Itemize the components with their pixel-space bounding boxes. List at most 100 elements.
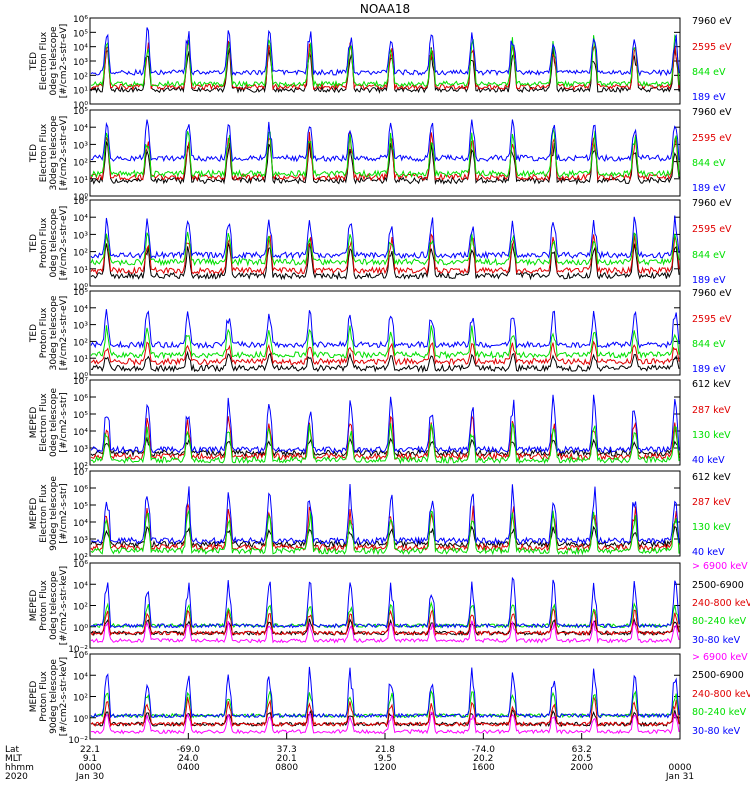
y-tick-label: 10⁴ [73, 581, 88, 591]
y-tick-label: 10³ [73, 58, 88, 68]
y-tick-label: 10⁷ [73, 468, 88, 478]
panel-4: 10⁰ 10¹ 10² 10³ 10⁴ 10⁵ TEDProton Flux30deg te… [29, 288, 732, 382]
y-axis-label: MEPEDProton Flux90deg telescope[#/cm2-s-… [29, 657, 69, 736]
legend-entry: 130 keV [692, 430, 731, 441]
series-line-red [90, 695, 680, 728]
legend-entry: 7960 eV [692, 288, 732, 299]
series-line-green [90, 325, 680, 360]
y-tick-label: 10⁷ [73, 377, 88, 387]
x-hhmm-value: 1200 [374, 763, 397, 773]
x-date-end: Jan 31 [665, 772, 694, 782]
y-axis-label: TEDElectron Flux0deg telescope[#/cm2-s-s… [29, 24, 69, 99]
y-axis-label: TEDProton Flux0deg telescope[#/cm2-s-str… [29, 206, 69, 281]
y-tick-label: 10⁰ [73, 283, 88, 293]
panel-5: 10² 10³ 10⁴ 10⁵ 10⁶ 10⁷ MEPEDElectron Flux0deg… [29, 377, 731, 472]
legend-entry: 7960 eV [692, 16, 732, 27]
x-hhmm-value: 1600 [472, 763, 495, 773]
legend-entry: 240-800 keV [692, 689, 750, 700]
y-tick-label: 10⁵ [73, 197, 88, 207]
y-tick-label: 10² [73, 603, 88, 613]
y-tick-label: 10² [73, 72, 88, 82]
legend-entry: > 6900 keV [692, 561, 748, 572]
series-line-red [90, 414, 680, 462]
panel-7: 10⁻² 10⁰ 10² 10⁴ 10⁶ MEPEDProton Flux0deg tel… [29, 560, 750, 655]
y-tick-label: 10⁶ [73, 15, 88, 25]
panels: 10⁰ 10¹ 10² 10³ 10⁴ 10⁵ 10⁶ TEDElectron Flux0de… [29, 15, 750, 746]
series-line-red [90, 503, 680, 552]
x-lat-value: 63.2 [572, 745, 592, 755]
y-tick-label: 10⁵ [73, 107, 88, 117]
y-tick-label: 10⁴ [73, 124, 88, 134]
y-tick-label: 10³ [73, 141, 88, 151]
series-line-red [90, 606, 680, 637]
x-row-label: 2020 [5, 772, 28, 782]
series-line-red [90, 233, 680, 276]
series-line-blue [91, 483, 680, 546]
panel-6: 10² 10³ 10⁴ 10⁵ 10⁶ 10⁷ MEPEDElectron Flux90de… [29, 468, 731, 563]
y-tick-label: 10³ [73, 322, 88, 332]
x-hhmm-value: 0000 [669, 763, 692, 773]
legend-entry: 2595 eV [692, 224, 732, 235]
panel-3: 10⁰ 10¹ 10² 10³ 10⁴ 10⁵ TEDProton Flux0deg tel… [29, 197, 732, 293]
y-tick-label: 10⁻² [68, 645, 88, 655]
legend-entry: 7960 eV [692, 107, 732, 118]
legend-entry: 189 eV [692, 92, 726, 103]
y-tick-label: 10² [73, 338, 88, 348]
y-tick-label: 10² [73, 553, 88, 563]
legend-entry: 844 eV [692, 158, 726, 169]
x-lat-value: 22.1 [80, 745, 100, 755]
panel-1: 10⁰ 10¹ 10² 10³ 10⁴ 10⁵ 10⁶ TEDElectron Flux0de… [29, 15, 732, 111]
y-tick-label: 10⁶ [73, 485, 88, 495]
legend-entry: 2595 eV [692, 42, 732, 53]
y-tick-label: 10⁴ [73, 305, 88, 315]
y-tick-label: 10⁶ [73, 560, 88, 570]
y-tick-label: 10⁵ [73, 502, 88, 512]
legend-entry: 844 eV [692, 67, 726, 78]
x-mlt-value: 24.0 [178, 754, 198, 764]
series-line-black [90, 242, 680, 281]
x-mlt-value: 9.1 [83, 754, 97, 764]
y-tick-label: 10² [73, 694, 88, 704]
legend-entry: 844 eV [692, 250, 726, 261]
series-line-blue [90, 119, 680, 163]
x-date-start: Jan 30 [75, 772, 104, 782]
x-hhmm-value: 0000 [79, 763, 102, 773]
series-line-magenta [91, 710, 680, 735]
series-line-blue [90, 309, 680, 350]
legend-entry: 189 eV [692, 275, 726, 286]
legend-entry: 130 keV [692, 522, 731, 533]
y-tick-label: 10⁴ [73, 519, 88, 529]
y-tick-label: 10⁴ [73, 214, 88, 224]
x-lat-value: 37.3 [277, 745, 297, 755]
y-tick-label: 10⁶ [73, 651, 88, 661]
legend-entry: 189 eV [692, 183, 726, 194]
y-tick-label: 10⁶ [73, 394, 88, 404]
y-tick-label: 10⁴ [73, 44, 88, 54]
y-tick-label: 10² [73, 249, 88, 259]
legend-entry: 189 eV [692, 364, 726, 375]
y-tick-label: 10³ [73, 536, 88, 546]
y-tick-label: 10¹ [73, 355, 88, 365]
panel-frame [89, 17, 681, 105]
x-hhmm-value: 0400 [177, 763, 200, 773]
legend-entry: 240-800 keV [692, 598, 750, 609]
legend-entry: 7960 eV [692, 198, 732, 209]
legend-entry: 2500-6900 [692, 670, 744, 681]
y-tick-label: 10⁰ [73, 372, 88, 382]
legend-entry: 30-80 keV [692, 726, 741, 737]
y-axis-label: MEPEDElectron Flux90deg telescope[#/cm2-… [29, 476, 69, 551]
series-line-green [90, 127, 680, 179]
series-line-green [90, 510, 680, 556]
series-line-blue [90, 394, 680, 455]
x-hhmm-value: 0800 [275, 763, 298, 773]
y-tick-label: 10¹ [73, 87, 88, 97]
legend-entry: 2595 eV [692, 314, 732, 325]
legend-entry: 40 keV [692, 455, 725, 466]
x-lat-value: 21.8 [375, 745, 395, 755]
series-line-blue [90, 666, 680, 719]
y-tick-label: 10¹ [73, 266, 88, 276]
y-tick-label: 10² [73, 159, 88, 169]
y-tick-label: 10³ [73, 231, 88, 241]
